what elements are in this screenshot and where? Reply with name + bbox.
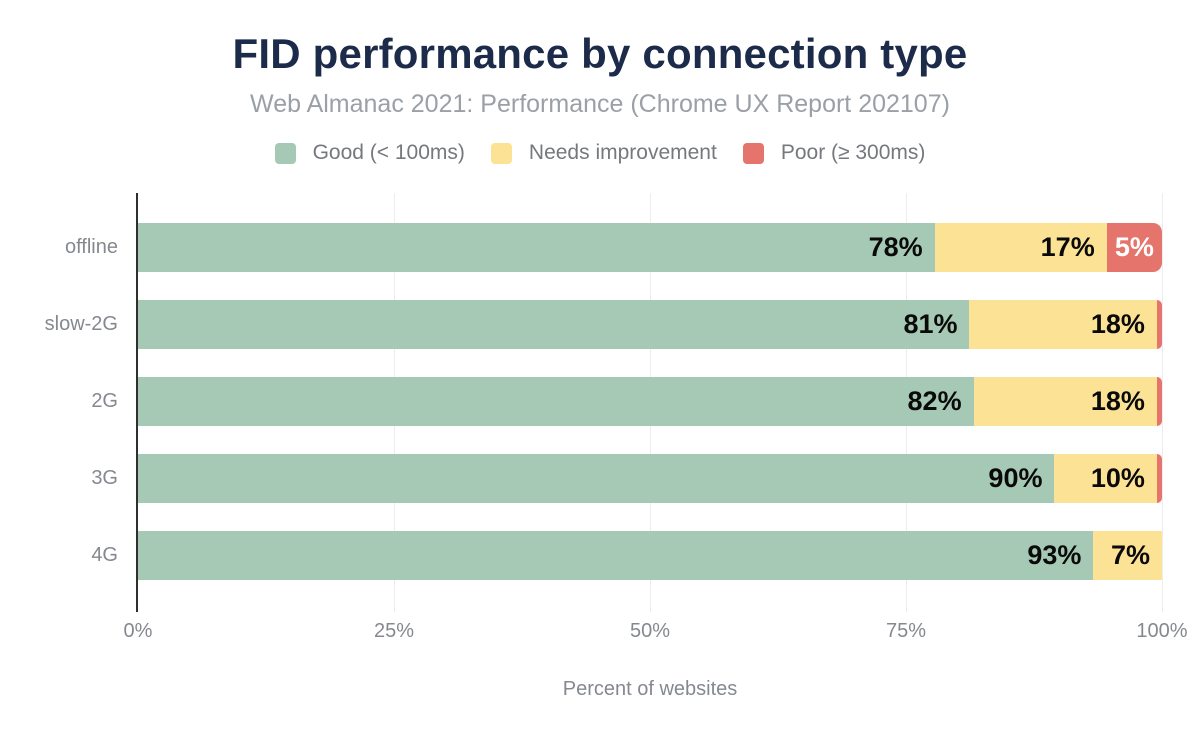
bar-segment-good: 81% (138, 300, 970, 349)
x-axis-tick-label: 75% (885, 620, 927, 642)
bar-value-label: 18% (1090, 309, 1145, 339)
legend-item: Good (< 100ms) (274, 141, 465, 165)
bar-segment-needs-improvement: 18% (969, 300, 1157, 349)
legend-item: Poor (≥ 300ms) (742, 141, 926, 165)
legend-item: Needs improvement (490, 141, 717, 165)
bar-value-label: 7% (1110, 540, 1150, 570)
bar-segment-good: 82% (138, 377, 974, 426)
legend-swatch-icon (274, 142, 296, 164)
bar-value-label: 81% (903, 309, 958, 339)
legend: Good (< 100ms) Needs improvement Poor (≥ 3… (0, 141, 1200, 165)
bar-value-label: 18% (1090, 386, 1145, 416)
bar-value-label: 82% (907, 386, 962, 416)
y-axis-line (136, 193, 138, 612)
bar-segment-poor: 5% (1106, 223, 1162, 272)
bar-segment-good: 93% (138, 531, 1094, 580)
bar-segment-good: 78% (138, 223, 935, 272)
x-axis-tick-label: 25% (373, 620, 415, 642)
bar-row: 93% 7% (138, 531, 1162, 580)
legend-item-label: Poor (≥ 300ms) (780, 141, 926, 164)
bar-value-label: 93% (1027, 540, 1082, 570)
bar-segment-needs-improvement: 7% (1093, 531, 1162, 580)
legend-item-label: Good (< 100ms) (312, 141, 465, 164)
legend-swatch-icon (742, 142, 764, 164)
category-label: slow-2G (44, 313, 118, 335)
bar-segment-poor (1156, 377, 1162, 426)
bar-value-label: 10% (1090, 463, 1145, 493)
category-label: offline (64, 236, 118, 258)
bar-value-label: 5% (1114, 232, 1154, 262)
x-axis-tick-label: 50% (629, 620, 671, 642)
chart-title: FID performance by connection type (232, 30, 968, 77)
x-axis-tick-label: 0% (123, 620, 153, 642)
bar-segment-needs-improvement: 18% (973, 377, 1157, 426)
chart-plot: offline 78% 17% 5% slow-2G 81% 18% 2G 82% 18% 3G 90… (45, 193, 1188, 642)
chart-subtitle: Web Almanac 2021: Performance (Chrome UX… (250, 90, 950, 118)
category-label: 4G (91, 544, 118, 566)
bar-row: 82% 18% (138, 377, 1162, 426)
bar-segment-poor (1156, 300, 1162, 349)
category-label: 2G (91, 390, 118, 412)
gridline (1161, 193, 1163, 612)
bar-row: 78% 17% 5% (138, 223, 1162, 272)
bar-row: 90% 10% (138, 454, 1162, 503)
bar-segment-needs-improvement: 17% (934, 223, 1107, 272)
bar-value-label: 17% (1040, 232, 1095, 262)
legend-item-label: Needs improvement (528, 141, 717, 164)
bar-segment-good: 90% (138, 454, 1055, 503)
bar-segment-poor (1156, 454, 1162, 503)
x-axis-title: Percent of websites (562, 678, 738, 700)
bar-segment-needs-improvement: 10% (1054, 454, 1157, 503)
x-axis-tick-label: 100% (1136, 620, 1188, 642)
bar-row: 81% 18% (138, 300, 1162, 349)
bar-value-label: 78% (868, 232, 923, 262)
bar-value-label: 90% (988, 463, 1043, 493)
category-label: 3G (91, 467, 118, 489)
legend-swatch-icon (490, 142, 512, 164)
